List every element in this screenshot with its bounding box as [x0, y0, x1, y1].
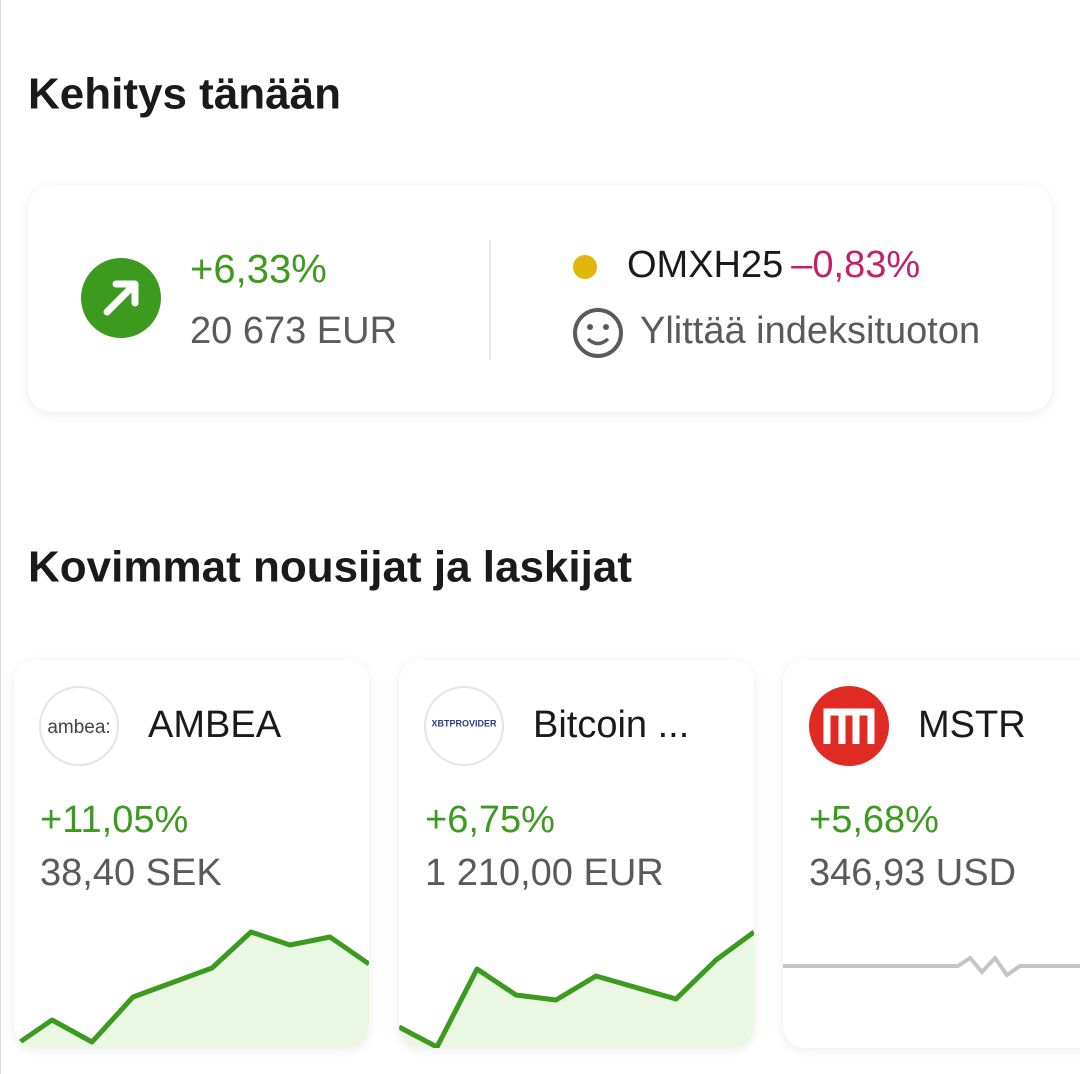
- stock-change: +11,05%: [40, 799, 188, 841]
- sparkline: [399, 929, 754, 1048]
- summary-card[interactable]: [28, 185, 1052, 412]
- stock-price: 38,40 SEK: [40, 852, 222, 894]
- logo-mark: [823, 708, 875, 744]
- eye: [587, 324, 593, 330]
- value: 20 673 EUR: [190, 310, 397, 352]
- section-title: Kehitys tänään: [28, 70, 341, 119]
- stock-change: +5,68%: [809, 799, 939, 841]
- stock-name: Bitcoin ...: [533, 704, 689, 746]
- mouth: [586, 337, 610, 346]
- index-note: Ylittää indeksituoton: [640, 310, 980, 352]
- sparkline: [783, 954, 1080, 978]
- index-line: OMXH25 –0,83%: [627, 244, 920, 286]
- stock-name: MSTR: [918, 704, 1026, 746]
- logo: [39, 686, 119, 766]
- index-change: –0,83%: [791, 244, 920, 286]
- logo: [809, 686, 889, 766]
- index-dot: [573, 255, 597, 279]
- stock-price: 1 210,00 EUR: [425, 852, 664, 894]
- arrow: [103, 280, 139, 316]
- section-title: Kovimmat nousijat ja laskijat: [28, 543, 632, 592]
- smiley: [573, 308, 623, 358]
- index-name: OMXH25: [627, 244, 783, 286]
- stock-change: +6,75%: [425, 799, 555, 841]
- stock-name: AMBEA: [148, 704, 282, 746]
- logo: [424, 686, 504, 766]
- logo-text: XBTPROVIDER: [431, 718, 497, 728]
- eye: [603, 324, 609, 330]
- sparkline: [18, 929, 369, 1048]
- change: +6,33%: [190, 248, 327, 292]
- stock-price: 346,93 USD: [809, 852, 1016, 894]
- logo-text: ambea:: [47, 717, 110, 738]
